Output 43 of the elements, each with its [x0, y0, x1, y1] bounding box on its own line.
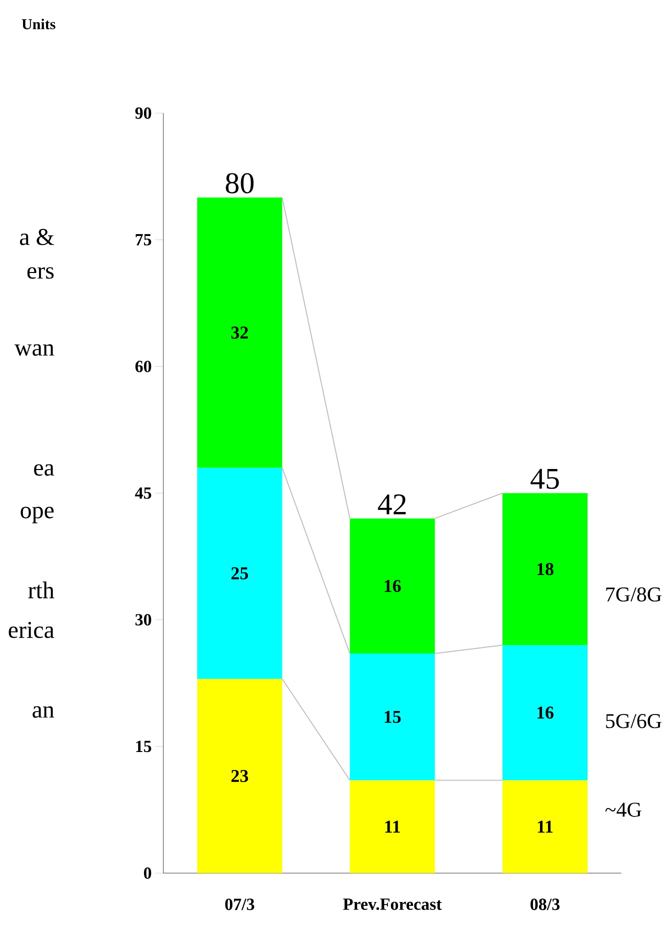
bar	[350, 654, 435, 780]
series-label: 7G/8G	[606, 587, 662, 602]
y-tick-label: 45	[134, 487, 151, 499]
text: a &	[20, 228, 54, 246]
bar	[350, 780, 435, 874]
bar	[502, 645, 588, 780]
bar	[502, 780, 588, 874]
data-label: 11	[538, 820, 552, 833]
y-tick-label: 0	[144, 867, 151, 879]
bar	[196, 468, 282, 679]
text: wan	[14, 344, 54, 356]
data-label: 32	[231, 326, 248, 339]
y-tick-label: 90	[135, 107, 151, 119]
bar	[196, 198, 282, 468]
bar	[196, 678, 282, 874]
text: ea	[34, 464, 54, 476]
y-tick-label: 75	[136, 234, 151, 246]
bar	[502, 493, 588, 646]
total-label: 42	[378, 494, 406, 514]
text: erica	[8, 622, 54, 638]
series-label: 5G/6G	[606, 714, 662, 728]
bar	[350, 518, 435, 654]
y-tick-label: 15	[136, 740, 151, 752]
data-label: 18	[537, 563, 554, 576]
text: ers	[27, 267, 54, 279]
x-tick-label: Prev.Forecast	[342, 898, 442, 910]
total-label: 45	[530, 468, 559, 489]
data-label: 11	[385, 820, 400, 833]
data-label: 25	[231, 567, 248, 580]
y-tick-label: 60	[135, 360, 151, 372]
y-tick-label: 30	[135, 614, 151, 626]
x-tick-label: 08/3	[530, 898, 560, 910]
total-label: 80	[226, 173, 254, 194]
text: rth	[28, 582, 54, 598]
series-label: ~4G	[605, 802, 642, 817]
data-label: 23	[231, 770, 248, 782]
x-tick-label: 07/3	[225, 898, 254, 910]
data-label: 15	[384, 710, 401, 723]
data-label: 16	[537, 706, 554, 719]
text: Units	[22, 18, 56, 30]
text: ope	[20, 506, 54, 524]
text: an	[32, 706, 54, 718]
data-label: 16	[384, 580, 401, 592]
